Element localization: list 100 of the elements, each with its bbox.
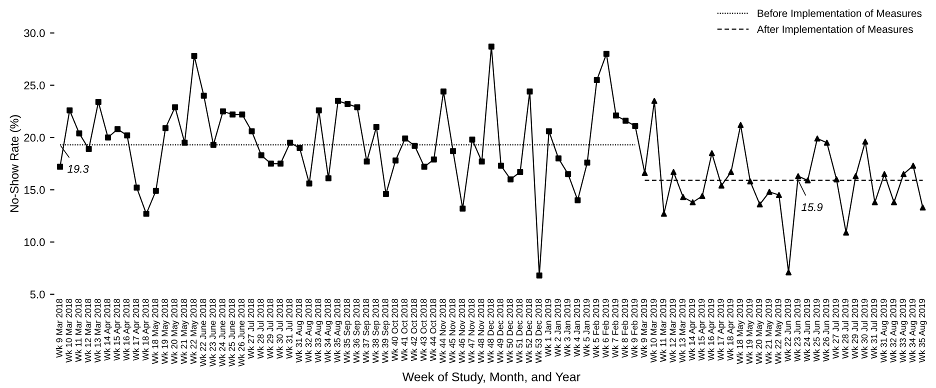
x-tick-label: Wk 44 Nov 2018 [439,298,446,364]
x-tick-label: Wk 29 Jul 2019 [852,298,858,359]
point [756,201,763,208]
x-tick-label: Wk 21 May 2018 [180,298,189,364]
x-tick-label: Wk 14 Apr 2018 [104,298,112,361]
x-tick-label: Wk 11 Mar 2019 [660,298,666,362]
annotation: 15.9 [802,203,823,212]
point [843,230,850,236]
y-tick-label: 25.0 [24,82,45,90]
x-tick-label: Wk 31 Aug 2019 [880,298,888,363]
x-tick-label: Wk 27 Jul 2018 [248,298,254,359]
y-tick-label: 30.0 [24,29,45,38]
x-tick-label: Wk 19 May 2019 [746,298,754,364]
point [680,194,686,200]
point [738,122,744,128]
point [814,136,820,142]
x-tick-label: Wk 40 Oct 2018 [391,298,398,362]
x-tick-label: Wk 38 Sep 2018 [372,298,380,364]
x-tick-label: Wk 51 Dec 2018 [516,298,523,364]
x-tick-label: Wk 45 Nov 2018 [448,298,456,364]
x-tick-label: Wk 44 Oct 2018 [430,298,436,362]
point [833,176,840,182]
x-tick-label: Wk 20 May 2018 [170,298,180,364]
x-tick-label: Wk 31 Aug 2018 [296,298,304,363]
x-tick-label: Wk 42 Oct 2018 [410,298,418,362]
x-tick-label: Wk 25 June 2018 [228,298,235,367]
x-tick-label: Wk 16 Apr 2018 [123,298,132,361]
point [660,210,667,217]
x-tick-label: Wk 35 Sep 2018 [344,298,352,364]
x-tick-label: Wk 18 Apr 2018 [142,298,150,361]
point [920,204,926,211]
x-tick-label: Wk 22 Jun 2019 [784,298,791,362]
x-tick-label: Wk 11 Mar 2018 [75,298,82,362]
x-tick-label: Wk 12 Mar 2018 [84,298,92,363]
x-tick-label: Wk 23 June 2018 [209,298,216,367]
x-tick-label: Wk 30 Jul 2018 [276,298,283,359]
point [690,199,696,206]
x-tick-label: Wk 4 Jan 2019 [574,298,580,357]
x-tick-label: Wk 28 Jul 2019 [842,298,848,359]
point [862,138,868,145]
x-tick-label: Wk 24 June 2018 [218,298,226,367]
x-tick-label: Wk 47 Nov 2018 [468,298,475,364]
x-tick-label: Wk 9 Mar 2018 [56,298,62,358]
x-tick-label: Wk 18 May 2018 [152,298,160,364]
x-tick-label: Wk 17 Apr 2018 [132,298,141,361]
point [708,150,715,156]
point [900,171,907,178]
x-tick-label: Wk 53 Dec 2018 [535,298,542,364]
x-tick-label: Wk 35 Aug 2018 [334,298,342,363]
point [766,188,772,195]
point [910,162,916,169]
x-tick-label: Wk 22 May 2018 [190,298,198,364]
x-tick-label: Wk 1 Jan 2019 [544,298,552,357]
x-tick-label: Wk 46 Nov 2018 [458,298,465,364]
x-tick-label: Wk 13 Mar 2019 [679,298,686,363]
point [642,170,648,176]
x-tick-label: Wk 33 Aug 2018 [314,298,323,363]
x-tick-label: Wk 14 Apr 2019 [688,298,697,361]
x-tick-label: Wk 31 Jul 2018 [286,298,292,359]
point [728,169,734,175]
x-tick-label: Wk 9 Feb 2019 [631,298,638,358]
x-tick-label: Wk 17 Apr 2019 [717,298,726,361]
y-tick-label: 5.0 [30,290,45,298]
point [891,199,897,206]
x-tick-label: Wk 30 Jul 2019 [861,298,868,359]
x-tick-label: Wk 6 Feb 2019 [602,298,609,358]
point [795,173,802,180]
x-tick-label: Wk 21 May 2019 [765,298,774,364]
point [881,171,888,178]
point [852,173,859,180]
point [786,269,792,276]
x-tick-label: Wk 20 May 2019 [756,298,764,364]
x-tick-label: Wk 22 June 2018 [200,298,206,367]
x-tick-label: Wk 19 May 2018 [161,298,170,364]
x-tick-label: Wk 10 Mar 2019 [650,298,657,363]
x-tick-label: Wk 35 Aug 2019 [918,298,927,363]
x-tick-label: Wk 2 Jan 2019 [554,298,561,357]
x-tick-label: Wk 49 Dec 2018 [496,298,504,364]
x-tick-label: Wk 36 Sep 2018 [353,298,362,364]
x-axis-title: Week of Study, Month, and Year [402,372,580,384]
x-tick-label: Wk 37 Sep 2018 [362,298,371,364]
point [872,199,878,206]
x-tick-label: Wk 8 Feb 2019 [622,298,628,358]
x-tick-label: Wk 48 Dec 2018 [487,298,494,364]
legend-label: Before Implementation of Measures [758,9,922,20]
x-tick-label: Wk 41 Oct 2018 [401,298,408,362]
x-tick-label: Wk 5 Jan 2019 [583,298,590,357]
point [651,98,658,104]
x-tick-label: Wk 26 June 2018 [238,298,245,367]
point [824,140,830,146]
point [804,177,811,184]
x-tick-label: Wk 31 Jul 2019 [870,298,878,359]
x-tick-label: Wk 39 Sep 2018 [382,298,390,364]
x-tick-label: Wk 22 May 2019 [774,298,784,364]
x-tick-label: Wk 3 Jan 2019 [564,298,570,357]
y-tick-label: 20.0 [24,134,45,142]
x-tick-label: Wk 29 Jul 2018 [266,298,274,359]
point [670,169,677,175]
x-tick-label: Wk 32 Aug 2019 [890,298,898,363]
point [699,193,706,200]
